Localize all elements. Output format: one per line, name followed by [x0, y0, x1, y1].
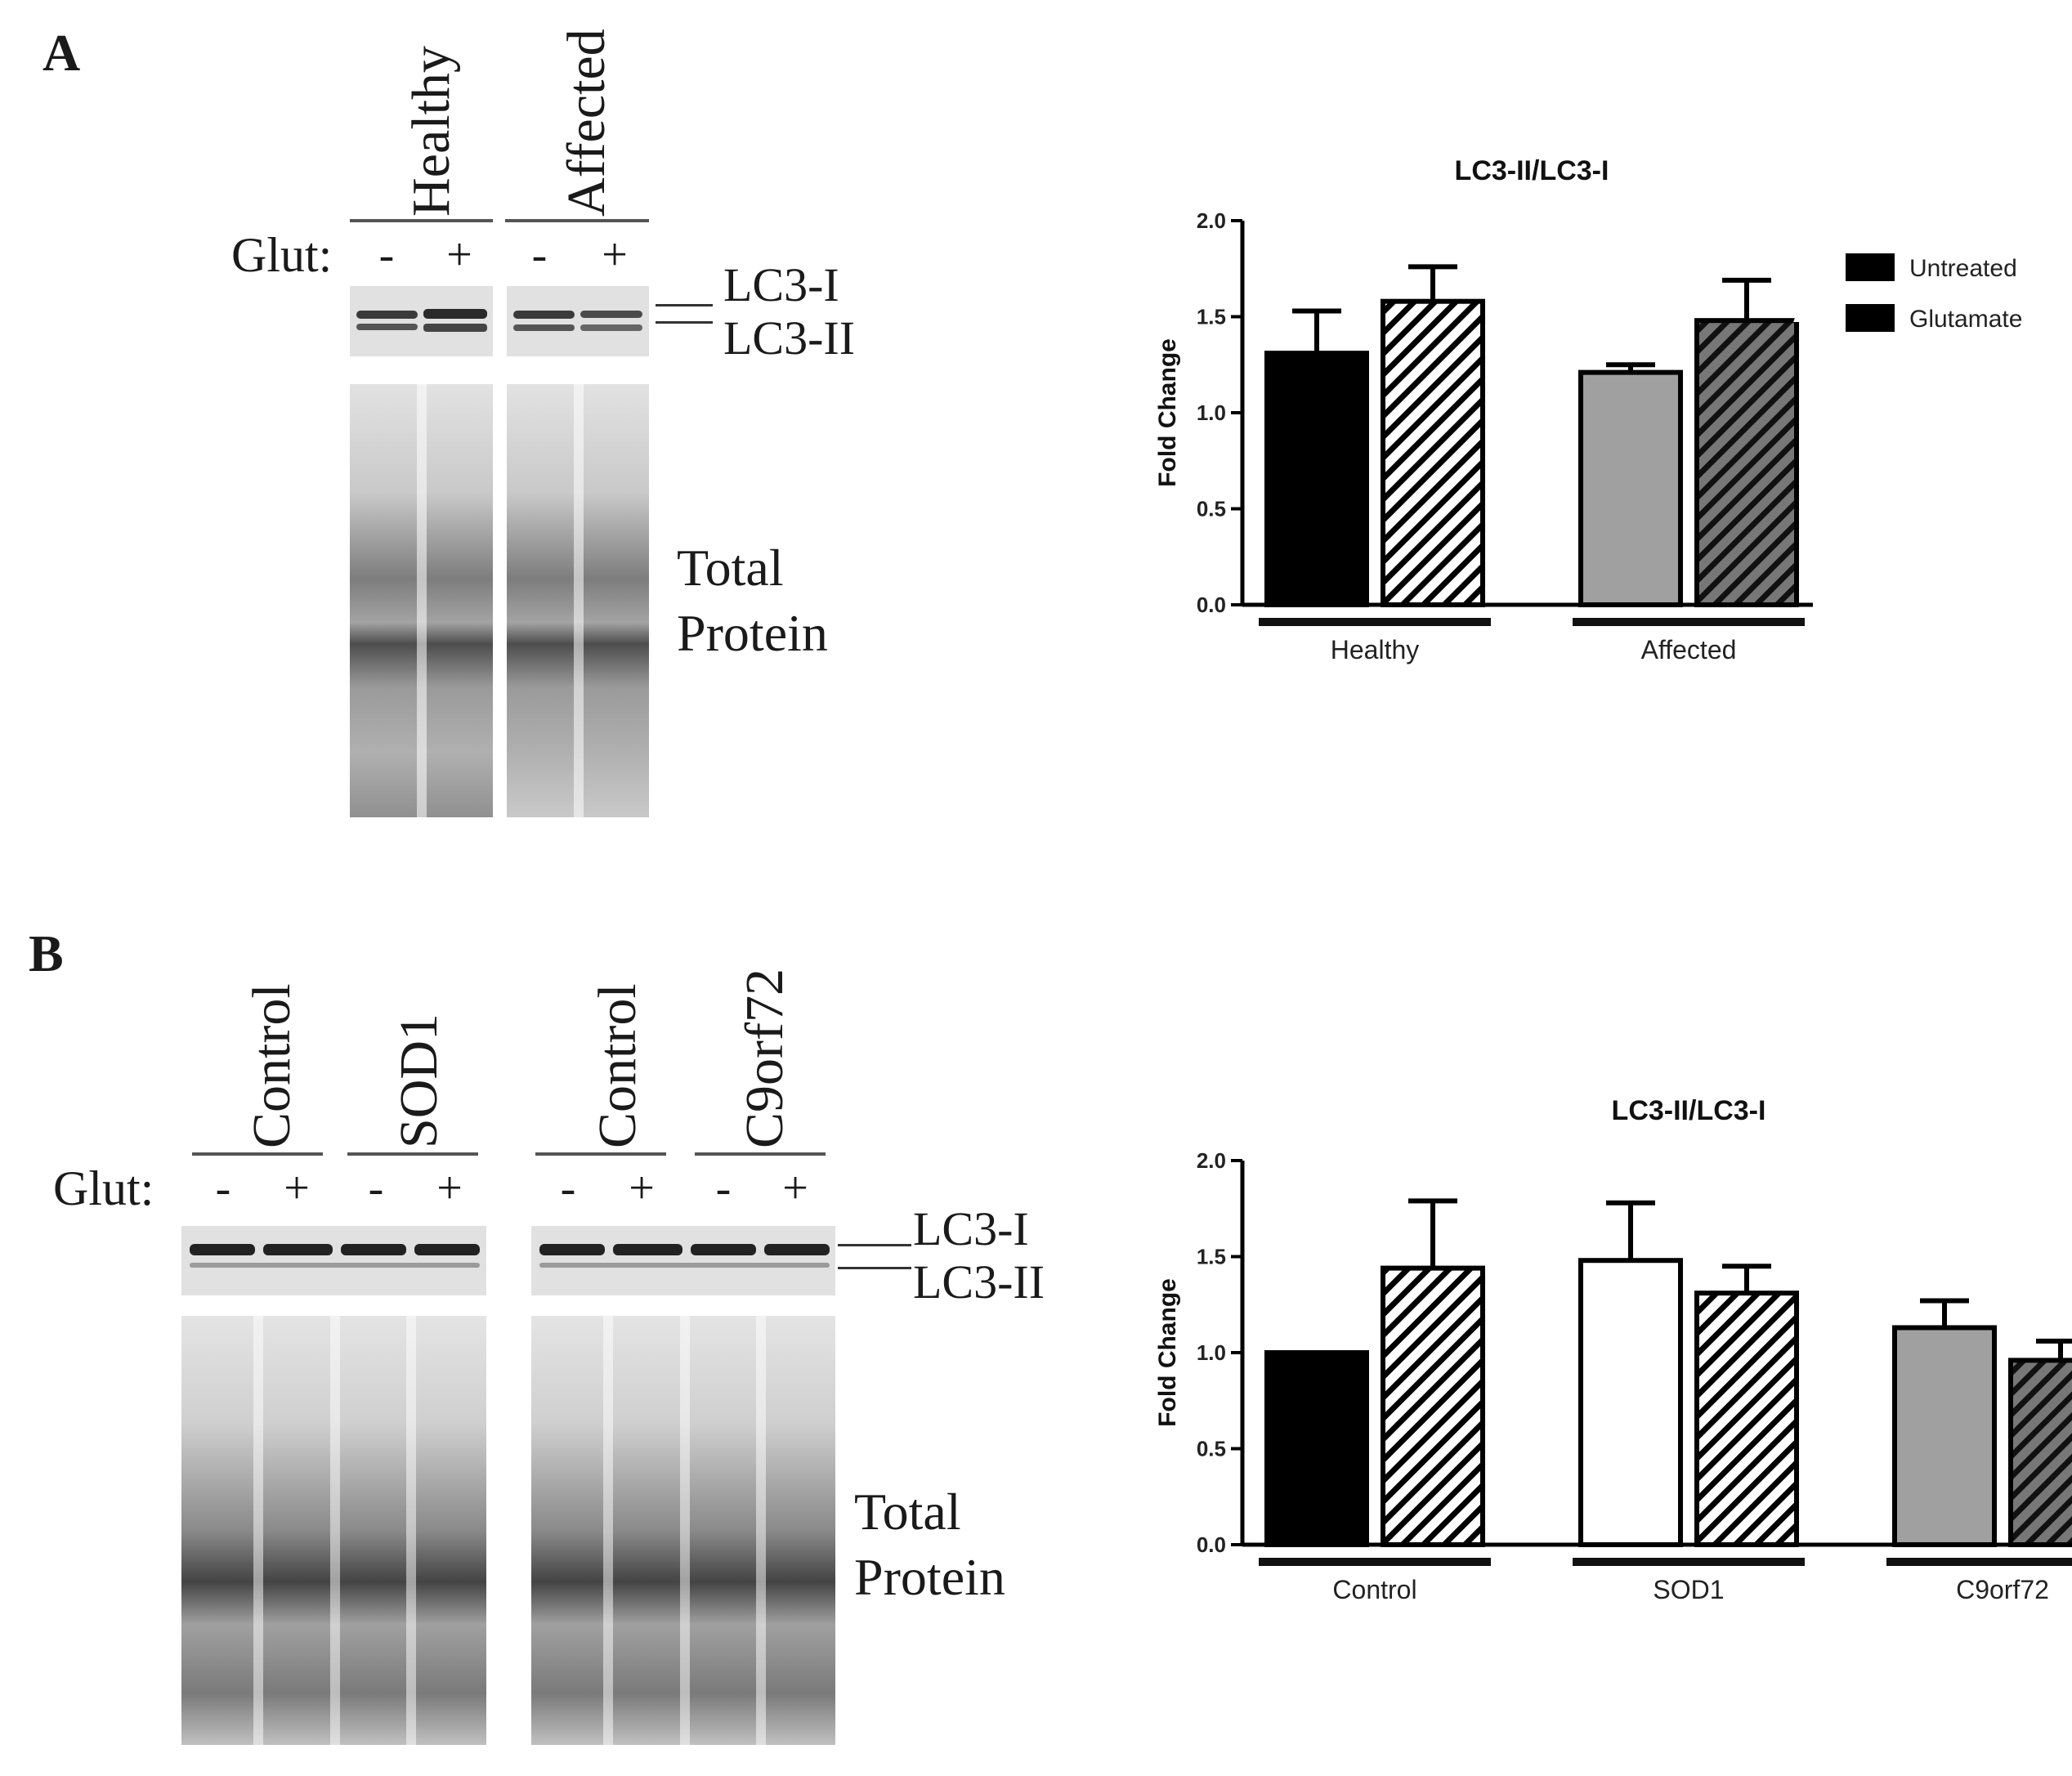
band-label-lc3-ii: LC3-II: [913, 1255, 1045, 1309]
y-tick-label: 1.0: [1197, 400, 1226, 425]
glut-label: Glut:: [53, 1161, 154, 1215]
group-label-affected: Affected: [557, 29, 616, 217]
group-underline-control-1: [192, 1152, 323, 1156]
treatment-sign: +: [284, 1163, 310, 1214]
bar-affected-untreated: [1578, 369, 1683, 607]
y-axis-label: Fold Change: [1154, 1278, 1181, 1427]
group-bracket: [1259, 1558, 1491, 1566]
bar-sod1-glutamate: [1694, 1291, 1799, 1547]
total-label: Total: [677, 539, 784, 597]
total-protein-label: Total Protein: [854, 1479, 1005, 1610]
treatment-sign: +: [446, 230, 472, 280]
group-bracket: [1573, 1558, 1805, 1566]
total-protein-gel-affected: [507, 384, 649, 817]
total-label: Total: [854, 1483, 961, 1541]
glut-label: Glut:: [231, 228, 333, 282]
chart-title: LC3-II/LC3-I: [1612, 1095, 1766, 1126]
panel-b-letter: B: [29, 924, 64, 982]
legend-label-untreated: Untreated: [1909, 255, 2017, 282]
y-tick-label: 2.0: [1197, 208, 1226, 233]
group-label-healthy: Healthy: [401, 46, 461, 217]
bar-sod1-untreated: [1578, 1258, 1683, 1547]
group-bracket: [1573, 618, 1805, 626]
x-tick-label: Control: [1332, 1575, 1416, 1604]
treatment-sign: +: [629, 1163, 655, 1214]
y-tick-label: 1.0: [1197, 1340, 1226, 1365]
legend-swatch-untreated: [1846, 253, 1895, 281]
y-tick-label: 0.5: [1197, 1437, 1226, 1461]
group-bracket: [1886, 1558, 2072, 1566]
bar-healthy-untreated: [1264, 351, 1369, 607]
group-underline-affected: [505, 219, 649, 222]
lc3-blot-healthy: [350, 286, 493, 356]
protein-label: Protein: [677, 604, 828, 662]
group-underline-c9orf72: [695, 1152, 826, 1156]
legend-label-glutamate: Glutamate: [1909, 306, 2022, 333]
band-line-lc3-i: [656, 304, 713, 306]
chart-title: LC3-II/LC3-I: [1455, 155, 1609, 186]
group-bracket: [1259, 618, 1491, 626]
group-underline-control-2: [535, 1152, 666, 1156]
treatment-sign: +: [436, 1163, 463, 1214]
panel-a-letter: A: [43, 24, 81, 82]
treatment-sign: +: [782, 1163, 808, 1214]
legend-swatch-glutamate: [1846, 304, 1895, 332]
bar-c9orf72-untreated: [1892, 1325, 1997, 1547]
total-protein-gel-left: [181, 1316, 486, 1745]
x-tick-label: Affected: [1641, 635, 1737, 664]
group-label-c9orf72: C9orf72: [735, 969, 794, 1148]
band-label-lc3-i: LC3-I: [723, 258, 839, 311]
treatment-sign: +: [602, 230, 628, 280]
bar-affected-glutamate: [1694, 318, 1799, 607]
band-line-lc3-ii: [838, 1267, 911, 1269]
bar-c9orf72-glutamate: [2008, 1358, 2072, 1547]
treatment-sign: -: [560, 1163, 576, 1214]
band-line-lc3-ii: [656, 321, 713, 324]
group-label-control-2: Control: [588, 983, 647, 1148]
lc3-blot-affected: [507, 286, 649, 356]
treatment-sign: -: [378, 230, 395, 280]
group-label-control-1: Control: [242, 983, 302, 1148]
y-tick-label: 1.5: [1197, 1245, 1226, 1269]
y-tick-label: 1.5: [1197, 305, 1226, 329]
treatment-sign: -: [368, 1163, 384, 1214]
legend-swatch-hatch: [1793, 314, 1805, 322]
band-label-lc3-i: LC3-I: [913, 1202, 1029, 1255]
protein-label: Protein: [854, 1548, 1005, 1606]
band-line-lc3-i: [838, 1244, 911, 1246]
x-tick-label: C9orf72: [1956, 1575, 2049, 1604]
chart-b: LC3-II/LC3-I 0.0 0.5 1.0 1.5 2.0 Fold Change Co…: [1154, 1095, 2072, 1604]
y-axis-label: Fold Change: [1154, 338, 1181, 487]
x-tick-label: SOD1: [1653, 1575, 1724, 1604]
treatment-sign: -: [215, 1163, 231, 1214]
total-protein-gel-right: [531, 1316, 835, 1745]
lc3-blot-right: [531, 1226, 835, 1295]
treatment-sign: -: [715, 1163, 732, 1214]
x-tick-label: Healthy: [1331, 635, 1420, 664]
band-label-lc3-ii: LC3-II: [723, 311, 856, 365]
group-underline-sod1: [347, 1152, 478, 1156]
group-label-sod1: SOD1: [389, 1013, 449, 1148]
bar-control-untreated: [1264, 1350, 1369, 1547]
y-tick-label: 2.0: [1197, 1148, 1226, 1173]
group-underline-healthy: [350, 219, 493, 222]
legend-swatch-hatch: [1808, 314, 1819, 322]
chart-a: LC3-II/LC3-I 0.0 0.5 1.0 1.5 2.0 Fold Change He…: [1154, 155, 2022, 664]
y-tick-label: 0.0: [1197, 593, 1226, 617]
y-tick-label: 0.5: [1197, 497, 1226, 521]
total-protein-label: Total Protein: [677, 535, 828, 666]
lc3-blot-left: [181, 1226, 486, 1295]
total-protein-gel-healthy: [350, 384, 493, 817]
treatment-sign: -: [531, 230, 548, 280]
bar-control-glutamate: [1381, 1265, 1485, 1547]
y-tick-label: 0.0: [1197, 1532, 1226, 1557]
bar-healthy-glutamate: [1381, 298, 1485, 607]
